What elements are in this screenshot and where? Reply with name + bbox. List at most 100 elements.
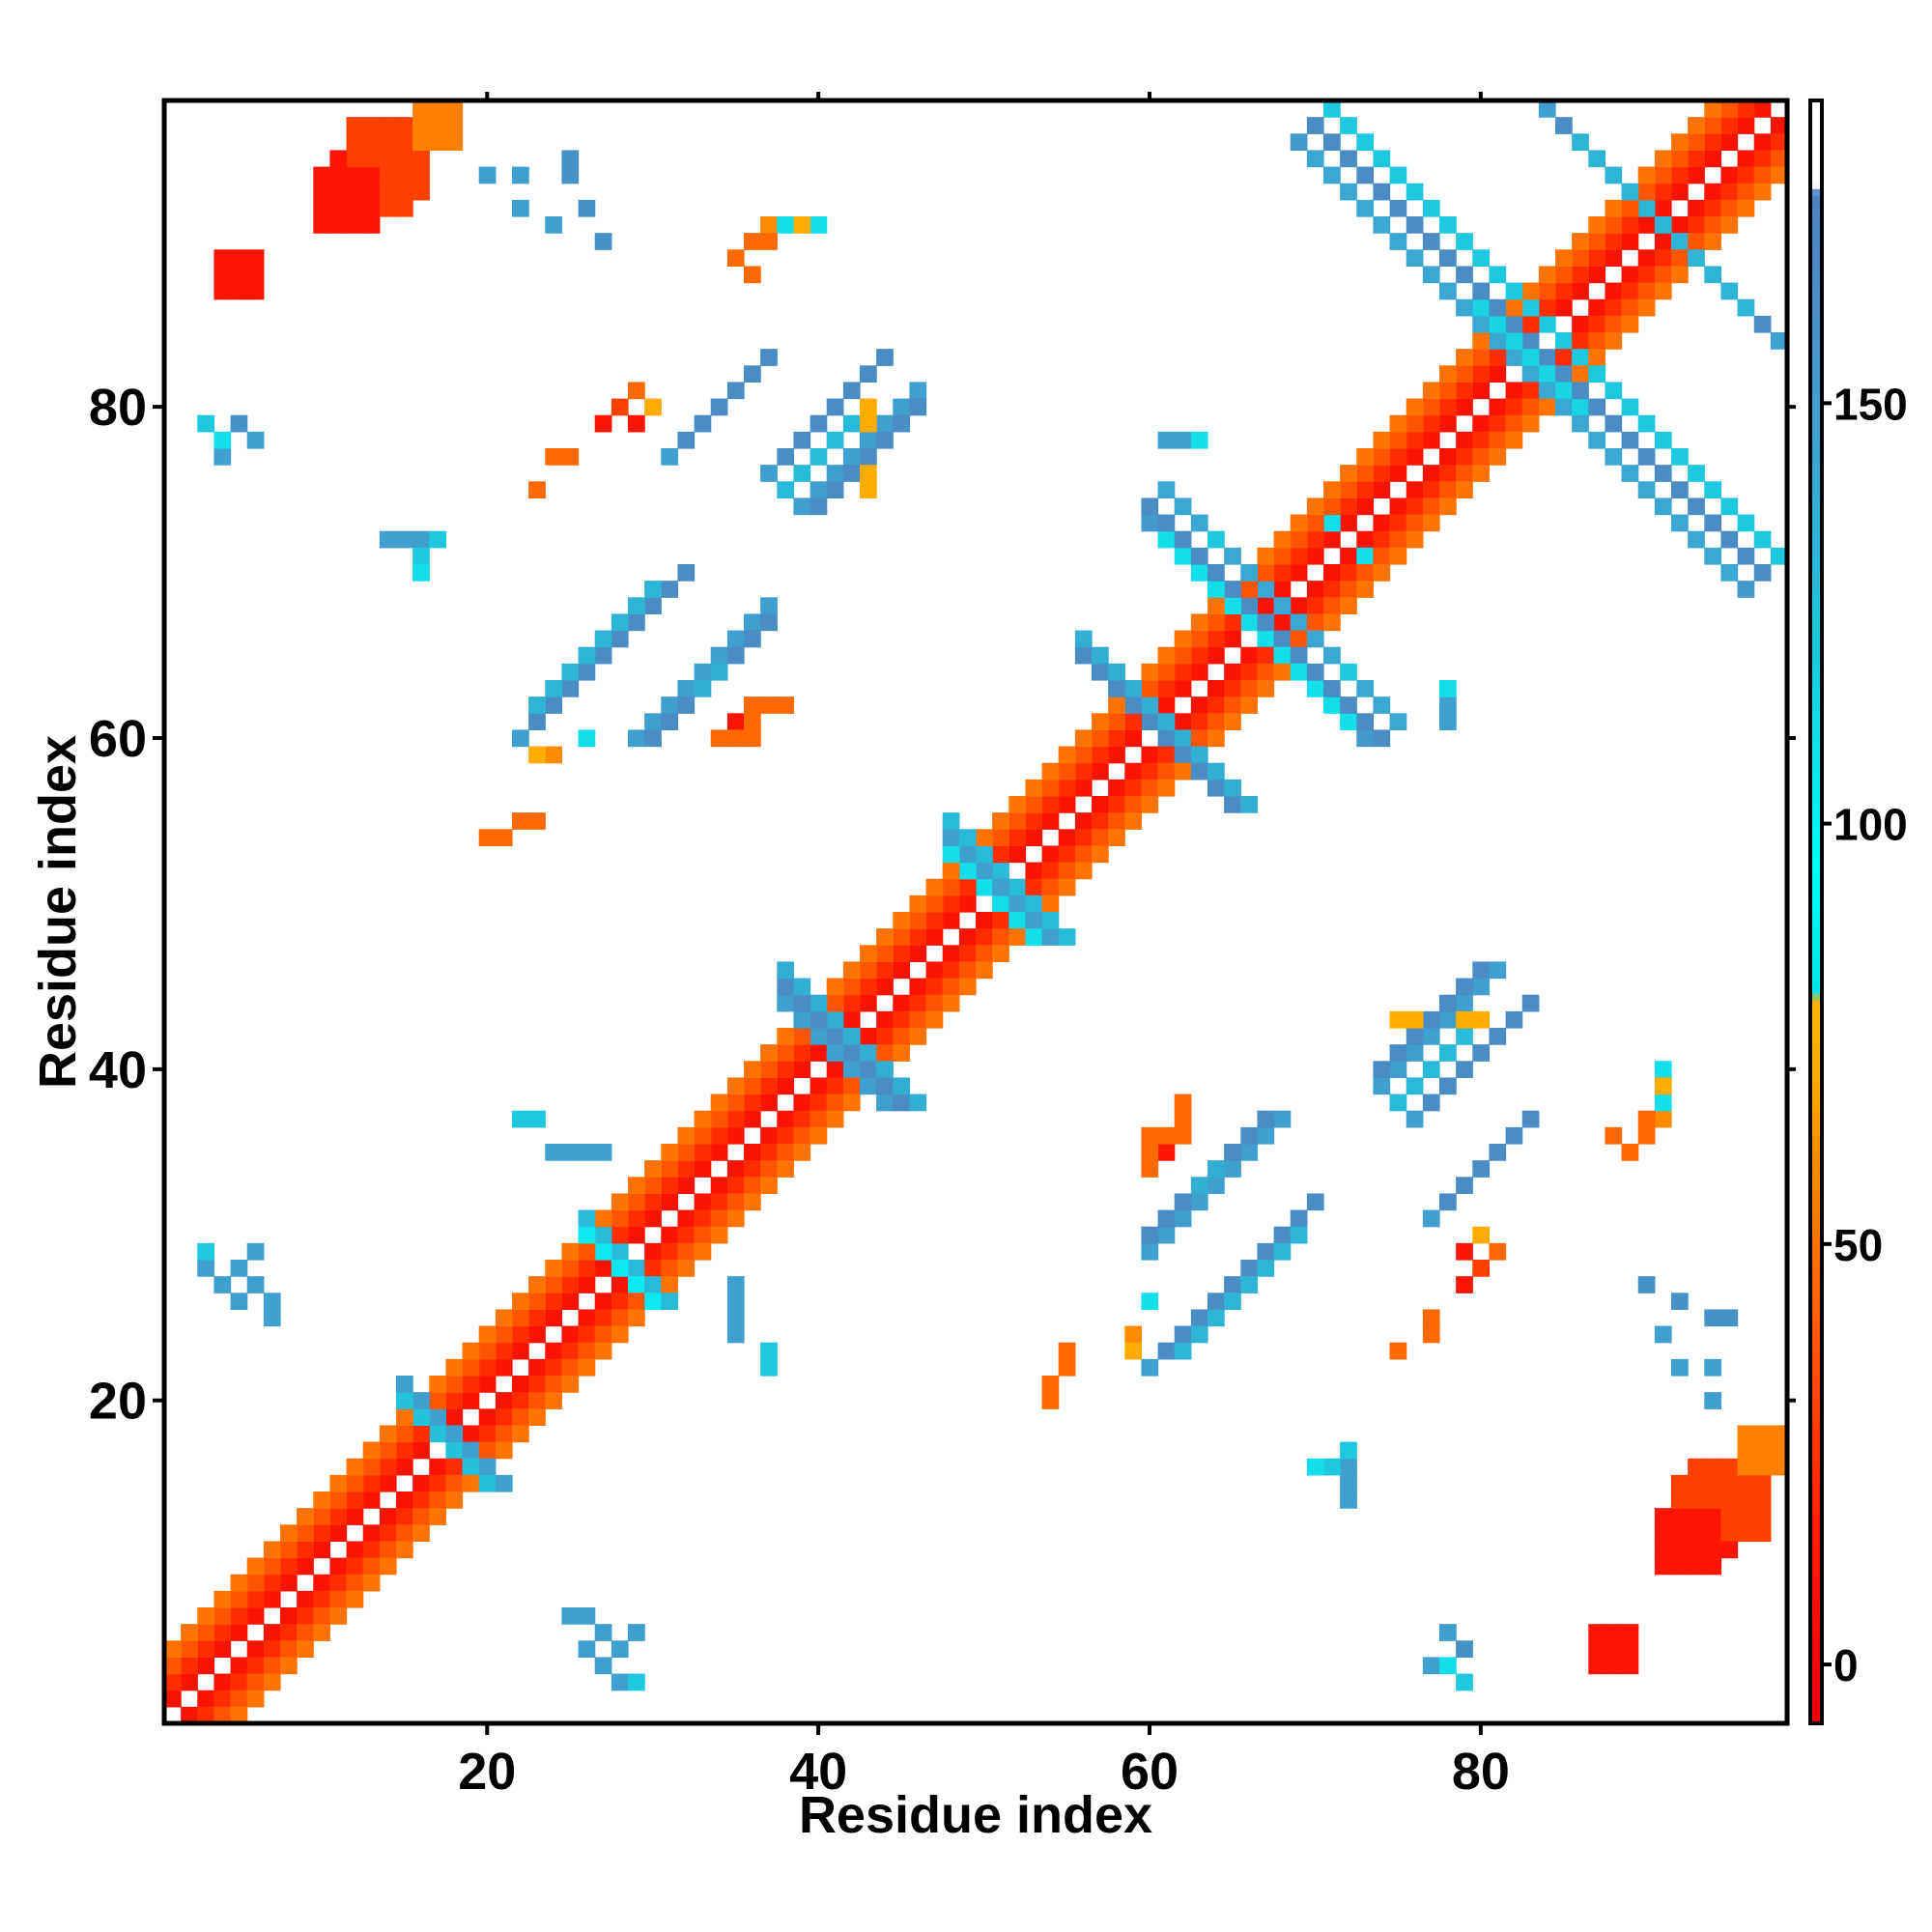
heatmap-cell	[329, 183, 348, 201]
heatmap-cell	[628, 1226, 645, 1244]
heatmap-cell	[1240, 1144, 1259, 1161]
colorbar-segment	[1810, 479, 1822, 487]
heatmap-cell	[710, 1177, 728, 1195]
heatmap-cell	[1306, 597, 1324, 615]
heatmap-cell	[1389, 497, 1407, 516]
heatmap-cell	[396, 1441, 413, 1460]
colorbar-segment	[1810, 1128, 1822, 1136]
colorbar-segment	[1810, 1135, 1822, 1143]
heatmap-cell	[329, 1508, 348, 1525]
heatmap-cell	[1489, 398, 1507, 416]
heatmap-cell	[842, 994, 861, 1012]
heatmap-cell	[726, 382, 745, 400]
heatmap-cell	[230, 1624, 248, 1641]
heatmap-cell	[1290, 1226, 1308, 1244]
heatmap-cell	[1489, 332, 1507, 350]
colorbar-segment	[1810, 155, 1822, 162]
heatmap-cell	[976, 862, 993, 880]
heatmap-cell	[1538, 266, 1556, 284]
heatmap-cell	[1588, 1640, 1606, 1659]
heatmap-cell	[1190, 1325, 1208, 1344]
colorbar-segment	[1810, 621, 1822, 629]
heatmap-cell	[362, 1524, 381, 1543]
heatmap-cell	[396, 1492, 413, 1509]
heatmap-cell	[661, 713, 679, 731]
heatmap-cell	[1141, 1160, 1159, 1178]
heatmap-cell	[1654, 266, 1672, 284]
heatmap-cell	[578, 1640, 596, 1659]
heatmap-cell	[1240, 597, 1259, 615]
heatmap-cell	[213, 282, 232, 300]
heatmap-cell	[810, 1094, 828, 1112]
heatmap-cell	[1273, 646, 1292, 665]
heatmap-cell	[1174, 1325, 1192, 1344]
heatmap-cell	[677, 564, 696, 582]
heatmap-cell	[760, 1126, 778, 1145]
heatmap-cell	[793, 1061, 811, 1079]
colorbar-segment	[1810, 506, 1822, 514]
heatmap-cell	[1025, 928, 1043, 946]
heatmap-cell	[1389, 1061, 1407, 1079]
heatmap-cell	[1389, 530, 1407, 549]
heatmap-cell	[1621, 199, 1639, 217]
heatmap-cell	[512, 1293, 529, 1311]
heatmap-cell	[379, 1541, 397, 1559]
heatmap-cell	[1720, 564, 1739, 582]
colorbar-segment	[1810, 675, 1822, 683]
colorbar-segment	[1810, 1324, 1822, 1332]
heatmap-cell	[1688, 1474, 1705, 1492]
heatmap-cell	[1306, 613, 1324, 632]
colorbar-segment	[1810, 472, 1822, 480]
colorbar-segment	[1810, 581, 1822, 588]
heatmap-cell	[793, 1010, 811, 1029]
colorbar-segment	[1810, 371, 1822, 379]
heatmap-cell	[346, 117, 364, 134]
heatmap-cell	[958, 928, 977, 946]
heatmap-cell	[1373, 564, 1391, 582]
colorbar-segment	[1810, 1642, 1822, 1650]
heatmap-cell	[1489, 414, 1507, 433]
heatmap-cell	[1538, 298, 1556, 317]
heatmap-cell	[1521, 382, 1540, 400]
heatmap-cell	[1041, 912, 1060, 929]
heatmap-cell	[958, 895, 977, 913]
heatmap-cell	[1720, 199, 1739, 217]
x-tick-label: 20	[458, 1743, 516, 1801]
heatmap-cell	[346, 1557, 364, 1576]
heatmap-cell	[1688, 497, 1705, 516]
heatmap-cell	[1422, 1028, 1440, 1045]
colorbar-segment	[1810, 1561, 1822, 1569]
heatmap-cell	[1704, 1557, 1722, 1576]
colorbar-segment	[1810, 1635, 1822, 1643]
heatmap-cell	[909, 928, 927, 946]
heatmap-cell	[1472, 365, 1491, 384]
y-tick-label: 60	[89, 710, 147, 768]
heatmap-cell	[677, 680, 696, 697]
heatmap-cell	[1572, 398, 1589, 416]
heatmap-cell	[1406, 497, 1424, 516]
heatmap-cell	[777, 978, 795, 996]
heatmap-cell	[478, 1441, 497, 1460]
heatmap-cell	[230, 1673, 248, 1691]
heatmap-cell	[1356, 133, 1375, 152]
heatmap-cell	[860, 945, 877, 963]
colorbar-segment	[1810, 1297, 1822, 1305]
heatmap-cell	[1671, 1492, 1689, 1509]
heatmap-cell	[1422, 266, 1440, 284]
heatmap-cell	[942, 845, 960, 864]
heatmap-cell	[561, 1293, 580, 1311]
heatmap-cell	[992, 945, 1009, 963]
heatmap-cell	[1637, 448, 1656, 466]
heatmap-cell	[1373, 448, 1391, 466]
heatmap-cell	[561, 1242, 580, 1261]
heatmap-cell	[313, 1590, 331, 1608]
heatmap-cell	[1753, 530, 1772, 549]
heatmap-cell	[893, 961, 911, 980]
heatmap-cell	[578, 199, 596, 217]
heatmap-cell	[313, 183, 331, 201]
heatmap-cell	[1439, 465, 1457, 482]
colorbar-segment	[1810, 1243, 1822, 1251]
heatmap-cell	[1538, 398, 1556, 416]
colorbar-segment	[1810, 892, 1822, 899]
